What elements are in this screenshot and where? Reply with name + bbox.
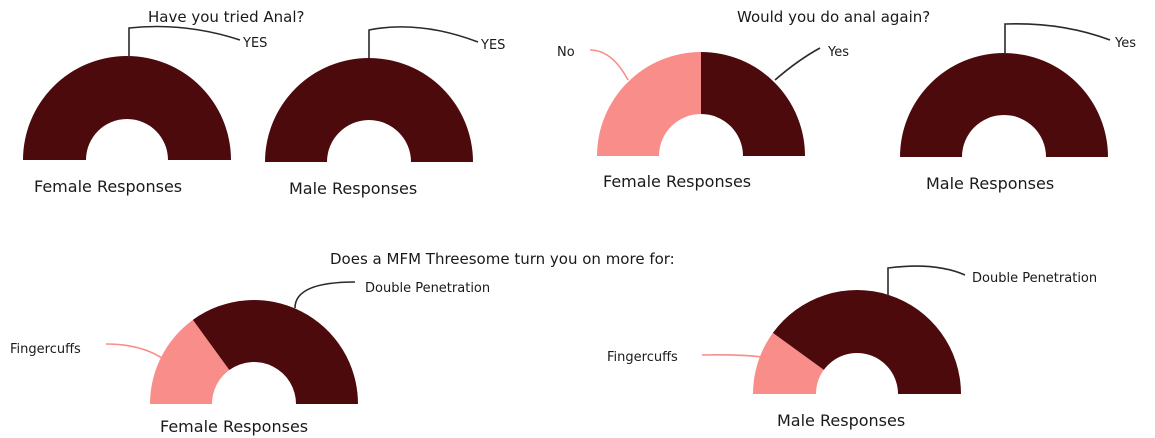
slice-label: Yes bbox=[827, 45, 849, 60]
leader-line bbox=[294, 281, 356, 309]
slice-fingercuffs bbox=[150, 319, 230, 404]
slice-label: Fingercuffs bbox=[10, 342, 81, 357]
chart-caption: Male Responses bbox=[926, 174, 1054, 193]
donut-chart-6: Fingercuffs Double Penetration Male Respon… bbox=[607, 265, 1097, 430]
leader-line bbox=[368, 26, 479, 58]
chart-caption: Female Responses bbox=[160, 417, 308, 436]
title-mfm-threesome: Does a MFM Threesome turn you on more fo… bbox=[330, 250, 675, 268]
slice-yes bbox=[701, 52, 805, 156]
slice-label: Fingercuffs bbox=[607, 350, 678, 365]
slice-label: YES bbox=[242, 36, 267, 51]
slice-label: Double Penetration bbox=[365, 281, 490, 296]
title-tried-anal: Have you tried Anal? bbox=[148, 8, 305, 26]
leader-line bbox=[887, 265, 966, 296]
slice-label: Yes bbox=[1114, 36, 1136, 51]
leader-line bbox=[589, 49, 629, 81]
slice-yes bbox=[265, 58, 473, 162]
leader-line bbox=[701, 354, 771, 359]
slice-double-penetration bbox=[192, 300, 358, 404]
chart-caption: Female Responses bbox=[603, 172, 751, 191]
slice-no bbox=[597, 52, 701, 156]
slice-label: No bbox=[557, 45, 575, 60]
title-anal-again: Would you do anal again? bbox=[737, 8, 930, 26]
slice-fingercuffs bbox=[753, 332, 824, 394]
leader-line bbox=[774, 47, 821, 81]
chart-caption: Male Responses bbox=[289, 179, 417, 198]
slice-label: YES bbox=[480, 38, 505, 53]
donut-chart-1: YES Female Responses bbox=[23, 25, 267, 196]
donut-chart-2: YES Male Responses bbox=[265, 26, 505, 198]
leader-line bbox=[105, 343, 163, 359]
slice-label: Double Penetration bbox=[972, 271, 1097, 286]
donut-chart-4: Yes Male Responses bbox=[900, 23, 1136, 193]
chart-caption: Male Responses bbox=[777, 411, 905, 430]
leader-line bbox=[128, 25, 241, 58]
slice-yes bbox=[900, 53, 1108, 157]
slice-double-penetration bbox=[772, 290, 961, 394]
slice-yes bbox=[23, 56, 231, 160]
donut-chart-5: Fingercuffs Double Penetration Female Resp… bbox=[10, 281, 490, 436]
leader-line bbox=[1004, 23, 1111, 55]
chart-caption: Female Responses bbox=[34, 177, 182, 196]
donut-chart-3: No Yes Female Responses bbox=[557, 45, 849, 191]
